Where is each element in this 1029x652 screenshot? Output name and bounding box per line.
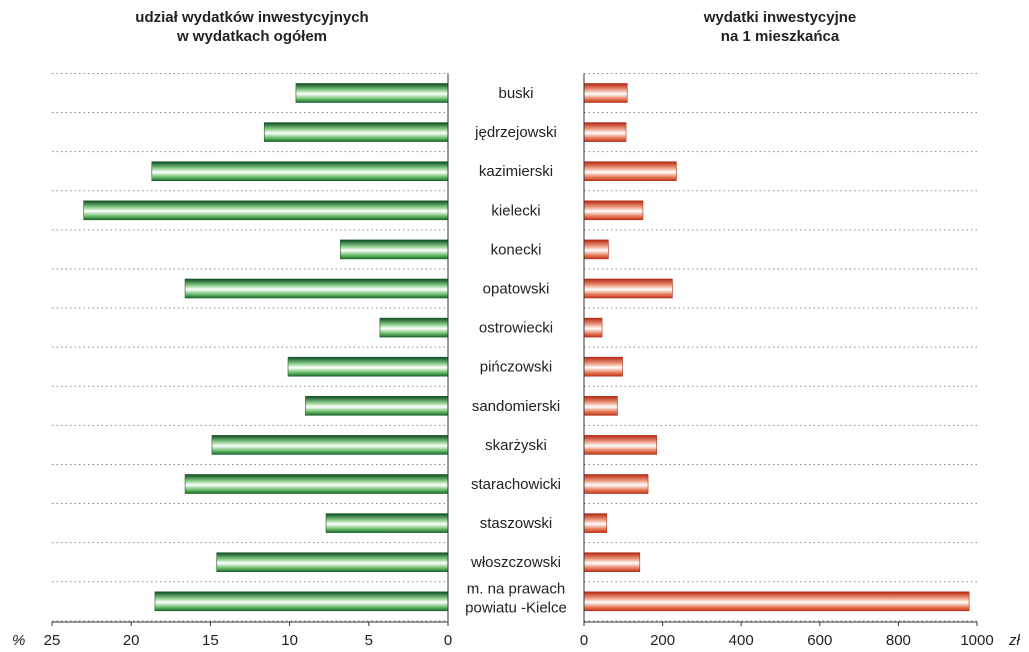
right-title-line-1: wydatki inwestycyjne (703, 9, 857, 26)
bar-left-share (184, 474, 449, 494)
left-title-line-2: w wydatkach ogółem (176, 28, 328, 45)
left-title-line-1: udział wydatków inwestycyjnych (135, 9, 369, 26)
bar-left-share (339, 239, 449, 260)
bar-left-share (211, 435, 449, 455)
left-chart-title: udział wydatków inwestycyjnych w wydatka… (92, 8, 412, 46)
right-tick-label: 800 (886, 632, 911, 649)
category-label: buski (498, 85, 533, 102)
category-label: kazimierski (479, 163, 553, 180)
bar-right-per-capita (583, 513, 608, 533)
right-tick-label: 600 (807, 632, 832, 649)
bar-left-share (151, 161, 449, 181)
bar-right-per-capita (583, 474, 649, 494)
bar-right-per-capita (583, 552, 641, 573)
bar-left-share (216, 552, 449, 573)
category-label: kielecki (491, 202, 540, 219)
bar-right-per-capita (583, 435, 658, 455)
bar-left-share (379, 317, 449, 338)
bar-right-per-capita (583, 239, 609, 260)
right-tick-label: 400 (729, 632, 754, 649)
category-label: konecki (491, 241, 542, 258)
bar-left-share (263, 122, 449, 142)
category-label: opatowski (483, 281, 550, 298)
right-tick-label: 1000 (960, 632, 993, 649)
bar-right-per-capita (583, 200, 644, 221)
left-tick-label: 15 (202, 632, 219, 649)
bar-right-per-capita (583, 317, 603, 338)
left-unit-label: % (12, 632, 25, 649)
left-tick-label: 20 (123, 632, 140, 649)
right-tick-label: 0 (580, 632, 588, 649)
category-label: ostrowiecki (479, 320, 553, 337)
left-tick-label: 10 (281, 632, 298, 649)
bar-left-share (154, 591, 449, 612)
category-label: m. na prawach (467, 580, 565, 597)
bar-right-per-capita (583, 122, 627, 142)
category-label: pińczowski (480, 359, 553, 376)
category-label: skarżyski (485, 437, 547, 454)
left-tick-label: 25 (44, 632, 61, 649)
right-chart-title: wydatki inwestycyjne na 1 mieszkańca (620, 8, 940, 46)
category-label: starachowicki (471, 476, 561, 493)
category-label: sandomierski (472, 398, 560, 415)
bar-left-share (305, 395, 449, 416)
right-unit-label: zł (1008, 632, 1021, 649)
category-label: jędrzejowski (474, 124, 557, 141)
bar-left-share (295, 83, 449, 103)
category-label: powiatu -Kielce (465, 599, 567, 616)
left-tick-label: 5 (365, 632, 373, 649)
right-title-line-2: na 1 mieszkańca (720, 28, 840, 45)
bar-left-share (83, 200, 449, 221)
category-label: włoszczowski (470, 554, 561, 571)
bar-right-per-capita (583, 83, 628, 103)
bar-right-per-capita (583, 278, 673, 299)
bar-right-per-capita (583, 395, 618, 416)
bar-right-per-capita (583, 356, 623, 377)
category-label: staszowski (480, 515, 553, 532)
bar-right-per-capita (583, 161, 677, 181)
right-tick-label: 200 (650, 632, 675, 649)
bar-left-share (325, 513, 449, 533)
bar-left-share (184, 278, 449, 299)
left-tick-label: 0 (444, 632, 452, 649)
bar-left-share (287, 356, 449, 377)
bar-right-per-capita (583, 591, 970, 612)
